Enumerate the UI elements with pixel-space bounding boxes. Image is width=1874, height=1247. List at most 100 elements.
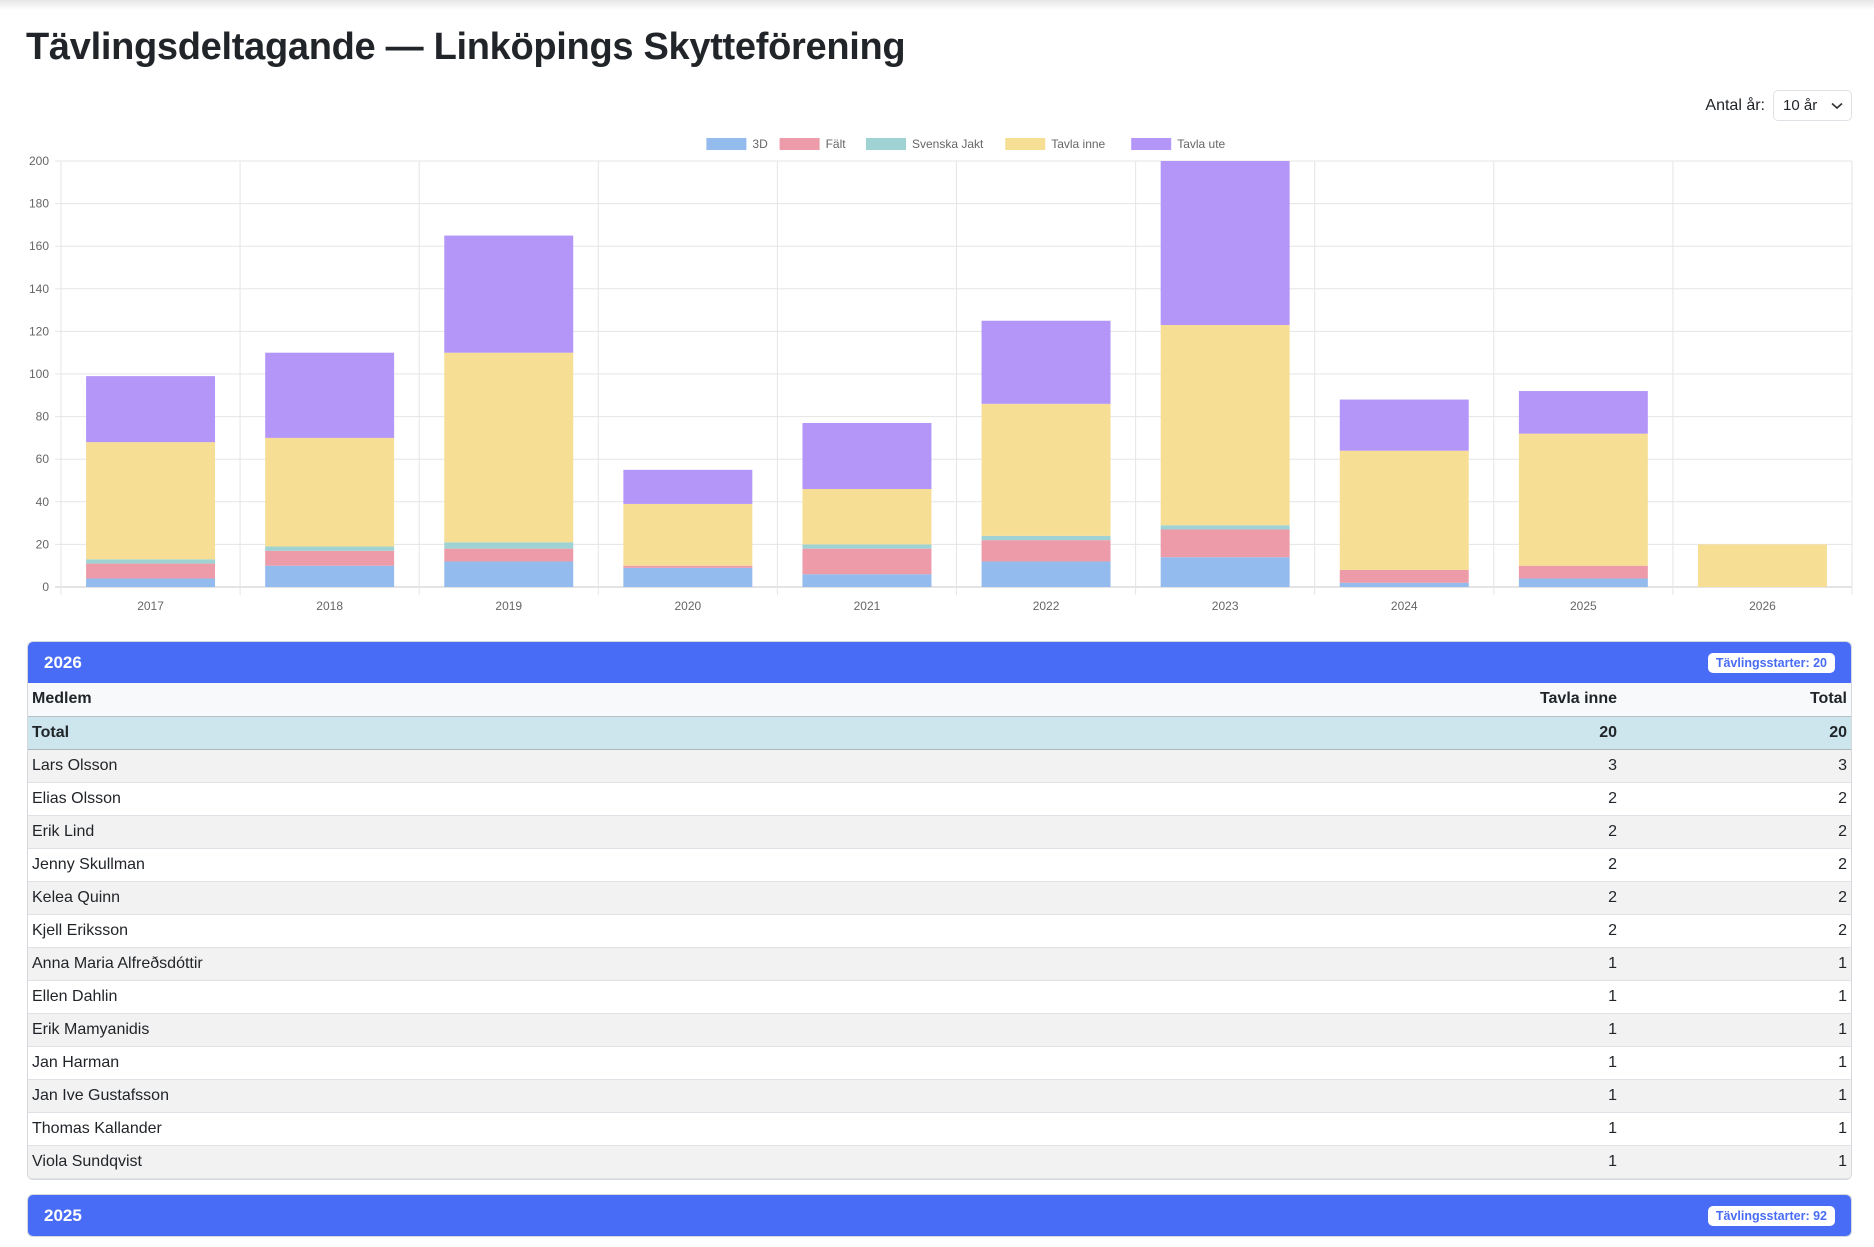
bar-segment-3d <box>1518 578 1648 587</box>
bar-segment-3d <box>444 561 574 587</box>
section-year: 2026 <box>44 652 82 672</box>
year-selector-label: Antal år: <box>1705 96 1765 114</box>
bar-segment-3d <box>623 567 753 587</box>
year-section-2025: 2025 Tävlingsstarter: 92 <box>27 1194 1852 1237</box>
member-total: 1 <box>1621 947 1851 981</box>
bar-segment-tavla-ute <box>86 376 216 443</box>
member-name: Viola Sundqvist <box>28 1145 1361 1179</box>
bar-segment-tavla-inne <box>802 489 932 545</box>
col-member[interactable]: Medlem <box>28 683 1361 717</box>
y-tick-label: 60 <box>36 452 50 466</box>
bar-segment-tavla-ute <box>1518 391 1648 434</box>
starts-badge: Tävlingsstarter: 20 <box>1707 652 1835 673</box>
member-tavla-inne: 1 <box>1361 1013 1621 1047</box>
legend-label: Svenska Jakt <box>912 137 984 151</box>
member-total: 2 <box>1621 848 1851 882</box>
year-section-2026: 2026 Tävlingsstarter: 20 Medlem Tavla in… <box>27 641 1852 1180</box>
y-tick-label: 200 <box>29 154 49 168</box>
member-name: Thomas Kallander <box>28 1112 1361 1146</box>
member-name: Jan Ive Gustafsson <box>28 1079 1361 1113</box>
x-tick-label: 2020 <box>674 599 701 613</box>
member-total: 1 <box>1621 1013 1851 1047</box>
member-name: Anna Maria Alfreðsdóttir <box>28 947 1361 981</box>
member-tavla-inne: 2 <box>1361 815 1621 849</box>
bar-segment-fält <box>981 540 1111 562</box>
bar-segment-tavla-inne <box>444 352 574 543</box>
section-header[interactable]: 2025 Tävlingsstarter: 92 <box>28 1195 1851 1236</box>
member-tavla-inne: 2 <box>1361 782 1621 816</box>
member-total: 1 <box>1621 1079 1851 1113</box>
bar-segment-tavla-inne <box>265 437 395 547</box>
member-total: 1 <box>1621 1145 1851 1179</box>
page-title: Tävlingsdeltagande — Linköpings Skyttefö… <box>26 26 906 68</box>
bar-segment-tavla-ute <box>981 320 1111 404</box>
table-row: Erik Mamyanidis 1 1 <box>28 1013 1851 1047</box>
y-tick-label: 120 <box>29 324 49 338</box>
table-row: Thomas Kallander 1 1 <box>28 1112 1851 1146</box>
table-row: Anna Maria Alfreðsdóttir 1 1 <box>28 947 1851 981</box>
y-tick-label: 0 <box>42 580 49 594</box>
legend-swatch <box>706 138 747 150</box>
bar-segment-tavla-ute <box>802 422 932 490</box>
bar-segment-tavla-inne <box>623 503 753 566</box>
bar-segment-3d <box>981 561 1111 587</box>
legend-label: Fält <box>826 137 847 151</box>
total-row: Total 20 20 <box>28 716 1851 750</box>
bar-segment-tavla-ute <box>623 469 753 504</box>
member-name: Lars Olsson <box>28 749 1361 783</box>
y-tick-label: 100 <box>29 367 49 381</box>
col-total[interactable]: Total <box>1621 683 1851 717</box>
years-dropdown-value: 10 år <box>1783 97 1818 114</box>
bar-segment-tavla-inne <box>1697 544 1827 587</box>
x-tick-label: 2025 <box>1570 599 1597 613</box>
member-tavla-inne: 2 <box>1361 914 1621 948</box>
member-total: 2 <box>1621 815 1851 849</box>
bar-segment-tavla-inne <box>86 442 216 560</box>
x-tick-label: 2024 <box>1391 599 1418 613</box>
member-tavla-inne: 1 <box>1361 947 1621 981</box>
member-name: Erik Lind <box>28 815 1361 849</box>
table-row: Kjell Eriksson 2 2 <box>28 914 1851 948</box>
bar-segment-tavla-ute <box>1339 399 1469 451</box>
member-total: 1 <box>1621 1046 1851 1080</box>
table-row: Viola Sundqvist 1 1 <box>28 1145 1851 1179</box>
member-tavla-inne: 2 <box>1361 848 1621 882</box>
member-total: 1 <box>1621 1112 1851 1146</box>
bar-segment-fält <box>802 548 932 575</box>
section-header[interactable]: 2026 Tävlingsstarter: 20 <box>28 642 1851 683</box>
bar-segment-svenska-jakt <box>1160 525 1290 530</box>
bar-segment-3d <box>1339 582 1469 587</box>
bar-segment-fält <box>265 550 395 566</box>
total-label: Total <box>28 716 1361 750</box>
bar-segment-fält <box>623 565 753 568</box>
member-tavla-inne: 1 <box>1361 1079 1621 1113</box>
y-tick-label: 140 <box>29 282 49 296</box>
x-tick-label: 2018 <box>316 599 343 613</box>
member-name: Erik Mamyanidis <box>28 1013 1361 1047</box>
table-row: Ellen Dahlin 1 1 <box>28 980 1851 1014</box>
years-dropdown[interactable]: 10 år <box>1773 90 1852 121</box>
section-year: 2025 <box>44 1205 82 1225</box>
y-tick-label: 160 <box>29 239 49 253</box>
y-tick-label: 80 <box>36 410 50 424</box>
x-tick-label: 2026 <box>1749 599 1776 613</box>
year-selector: Antal år: 10 år <box>1705 90 1852 121</box>
table-row: Kelea Quinn 2 2 <box>28 881 1851 915</box>
legend-swatch <box>866 138 906 150</box>
legend-label: 3D <box>752 137 768 151</box>
bar-segment-fält <box>1160 529 1290 558</box>
bar-segment-svenska-jakt <box>802 544 932 549</box>
member-name: Elias Olsson <box>28 782 1361 816</box>
legend-swatch <box>1131 138 1172 150</box>
y-tick-label: 20 <box>36 537 50 551</box>
x-tick-label: 2019 <box>495 599 522 613</box>
bar-segment-svenska-jakt <box>265 546 395 551</box>
bar-segment-tavla-inne <box>1160 325 1290 526</box>
bar-segment-tavla-inne <box>981 403 1111 536</box>
legend-swatch <box>1005 138 1046 150</box>
member-total: 2 <box>1621 881 1851 915</box>
bar-segment-tavla-ute <box>444 235 574 353</box>
col-tavla-inne[interactable]: Tavla inne <box>1361 683 1621 717</box>
bar-segment-fält <box>444 548 574 562</box>
member-name: Jenny Skullman <box>28 848 1361 882</box>
